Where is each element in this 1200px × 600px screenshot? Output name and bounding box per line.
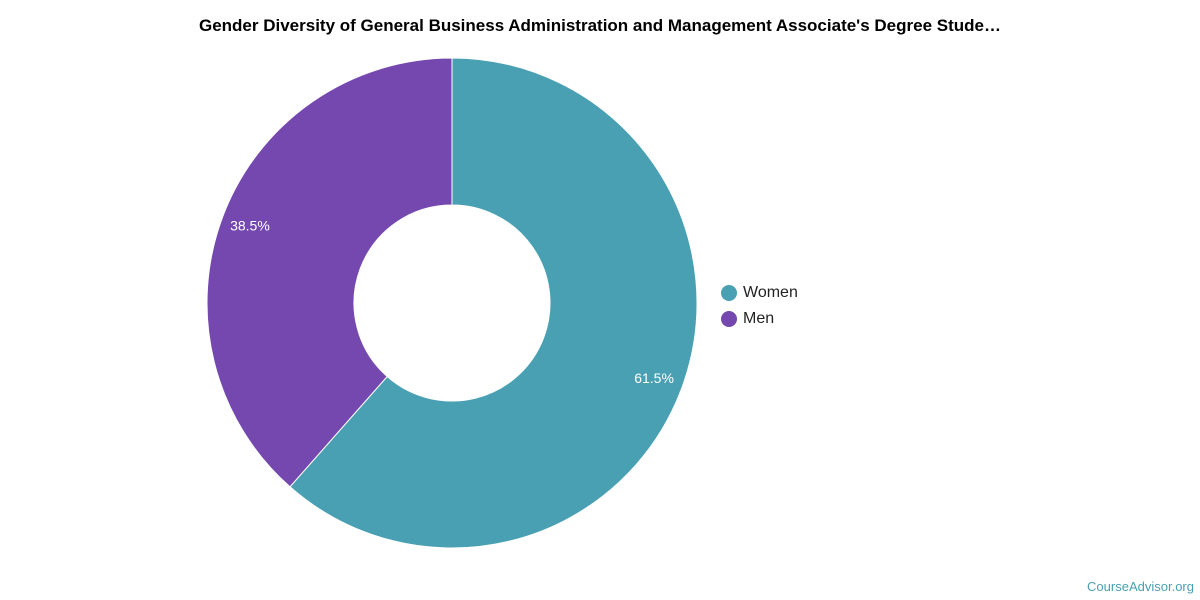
donut-slice-men[interactable] — [206, 57, 453, 488]
slice-label-women: 61.5% — [634, 370, 674, 386]
legend-item-men[interactable]: Men — [721, 306, 798, 332]
legend: Women Men — [721, 280, 798, 332]
donut-labels: 61.5% 38.5% — [230, 217, 674, 386]
legend-label-men: Men — [743, 310, 775, 327]
donut-slice-women[interactable] — [289, 57, 698, 549]
legend-swatch-women — [721, 285, 737, 301]
slice-label-men: 38.5% — [230, 217, 270, 233]
legend-item-women[interactable]: Women — [721, 280, 798, 306]
legend-swatch-men — [721, 311, 737, 327]
source-watermark[interactable]: CourseAdvisor.org — [1087, 579, 1194, 594]
chart-title: Gender Diversity of General Business Adm… — [198, 16, 1001, 35]
legend-label-women: Women — [743, 284, 798, 301]
donut-slices — [206, 57, 698, 549]
